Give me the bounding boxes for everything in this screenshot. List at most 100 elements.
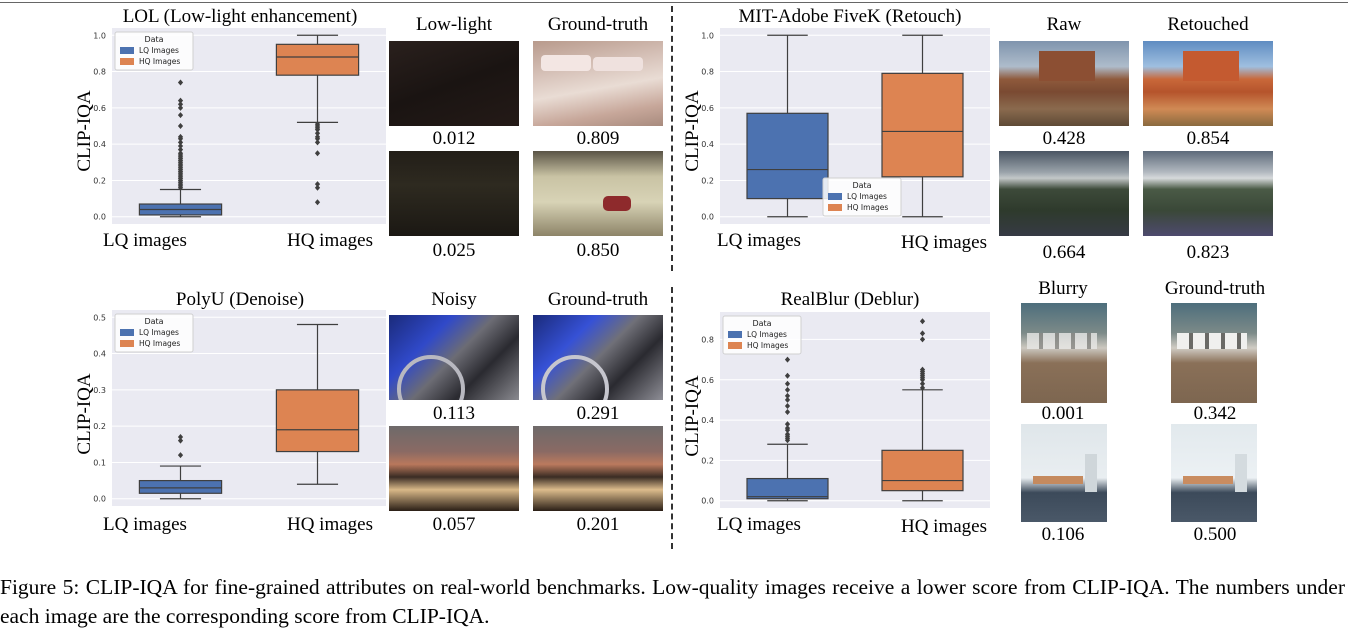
outlier-point [314, 130, 321, 137]
outlier-point [784, 425, 791, 432]
image-score: 0.342 [1193, 403, 1237, 424]
image-column-label: Raw [1046, 14, 1082, 35]
box-plot-polyu: 0.0 0.1 0.2 0.3 0.4 0.5 Data LQ Images HQ Images [93, 310, 386, 506]
legend-item-label: HQ Images [139, 339, 180, 348]
box [746, 112, 829, 200]
y-tick-label: 0.0 [93, 495, 106, 504]
panel-divider [671, 6, 673, 271]
photo-lowlight-bedroom [389, 41, 519, 126]
y-tick-label: 0.8 [701, 335, 714, 344]
photo-retouched-canyon [1143, 41, 1273, 126]
box [746, 477, 829, 500]
y-tick-label: 1.0 [93, 31, 106, 40]
legend-swatch [728, 331, 742, 338]
outlier-point [177, 434, 184, 441]
image-score: 0.854 [1186, 128, 1230, 149]
photo-retouched-meadow [1143, 151, 1273, 236]
outlier-point [919, 318, 926, 325]
legend-item-label: LQ Images [139, 46, 179, 55]
image-score: 0.106 [1041, 524, 1085, 545]
outlier-point [784, 421, 791, 428]
legend-swatch [120, 47, 134, 54]
photo-raw-meadow [999, 151, 1129, 236]
outlier-point [919, 366, 926, 373]
image-score: 0.664 [1042, 242, 1086, 263]
image-score: 0.428 [1042, 128, 1086, 149]
legend-title: Data [852, 181, 871, 190]
y-tick-label: 0.1 [93, 458, 106, 467]
outlier-point [784, 392, 791, 399]
legend-item-label: LQ Images [847, 192, 887, 201]
box [881, 449, 964, 492]
panel-divider [671, 287, 673, 549]
image-column-label: Retouched [1167, 14, 1249, 35]
outlier-point [177, 150, 184, 157]
legend: Data LQ Images HQ Images [114, 313, 194, 353]
outlier-point [314, 181, 321, 188]
legend-item-label: HQ Images [847, 203, 888, 212]
image-score: 0.291 [576, 403, 620, 424]
photo-gt-bench [1171, 424, 1257, 522]
legend-box [114, 313, 194, 353]
photo-blurry-lawn [1021, 303, 1107, 403]
photo-lowlight-sofa [389, 151, 519, 236]
y-tick-label: 0.6 [701, 104, 714, 113]
photo-gt-bicycle [533, 315, 663, 400]
y-tick-label: 0.4 [93, 140, 106, 149]
legend: Data LQ Images HQ Images [722, 315, 802, 355]
x-category-hq: HQ images [900, 232, 987, 253]
image-score: 0.823 [1186, 242, 1230, 263]
chart-title: RealBlur (Deblur) [780, 289, 920, 310]
outlier-point [784, 372, 791, 379]
x-category-hq: HQ images [900, 516, 987, 537]
y-tick-label: 0.6 [701, 376, 714, 385]
outlier-point [784, 431, 791, 438]
image-score: 0.057 [432, 514, 476, 535]
legend-box [114, 31, 194, 71]
outlier-point [177, 452, 184, 459]
y-tick-label: 0.4 [93, 350, 106, 359]
image-score: 0.113 [432, 403, 476, 424]
outlier-point [784, 380, 791, 387]
legend-item-label: HQ Images [139, 57, 180, 66]
legend: Data LQ Images HQ Images [114, 31, 194, 71]
photo-gt-classroom [533, 426, 663, 511]
photo-gt-sofa [533, 151, 663, 236]
image-score: 0.201 [576, 514, 620, 535]
y-tick-label: 0.2 [93, 422, 106, 431]
x-category-hq: HQ images [286, 230, 373, 251]
outlier-point [177, 133, 184, 140]
legend: Data LQ Images HQ Images [822, 177, 902, 217]
outlier-point [784, 396, 791, 403]
y-tick-label: 0.2 [93, 176, 106, 185]
legend-item-label: LQ Images [747, 330, 787, 339]
image-score: 0.850 [576, 240, 620, 261]
legend-title: Data [752, 319, 771, 328]
outlier-point [177, 79, 184, 86]
box-plot-lol: 0.0 0.2 0.4 0.6 0.8 1.0 Data LQ Images HQ Images [93, 28, 386, 224]
legend-box [822, 177, 902, 217]
outlier-point [177, 139, 184, 146]
legend-item-label: HQ Images [747, 341, 788, 350]
outlier-point [177, 146, 184, 153]
legend-swatch [728, 342, 742, 349]
outlier-point [177, 437, 184, 444]
image-column-label: Blurry [1038, 278, 1088, 299]
figure-caption: Figure 5: CLIP-IQA for fine-grained attr… [0, 575, 1345, 628]
y-tick-label: 0.4 [701, 416, 714, 425]
outlier-point [177, 142, 184, 149]
outlier-point [314, 184, 321, 191]
y-tick-label: 1.0 [701, 31, 714, 40]
image-score: 0.025 [432, 240, 476, 261]
outlier-point [919, 330, 926, 337]
legend-swatch [120, 58, 134, 65]
y-tick-label: 0.3 [93, 386, 106, 395]
chart-title: PolyU (Denoise) [175, 289, 305, 310]
photo-raw-canyon [999, 41, 1129, 126]
legend-title: Data [144, 35, 163, 44]
y-tick-label: 0.0 [701, 213, 714, 222]
outlier-point [177, 97, 184, 104]
legend-item-label: LQ Images [139, 328, 179, 337]
y-tick-label: 0.0 [93, 213, 106, 222]
image-score: 0.500 [1193, 524, 1237, 545]
